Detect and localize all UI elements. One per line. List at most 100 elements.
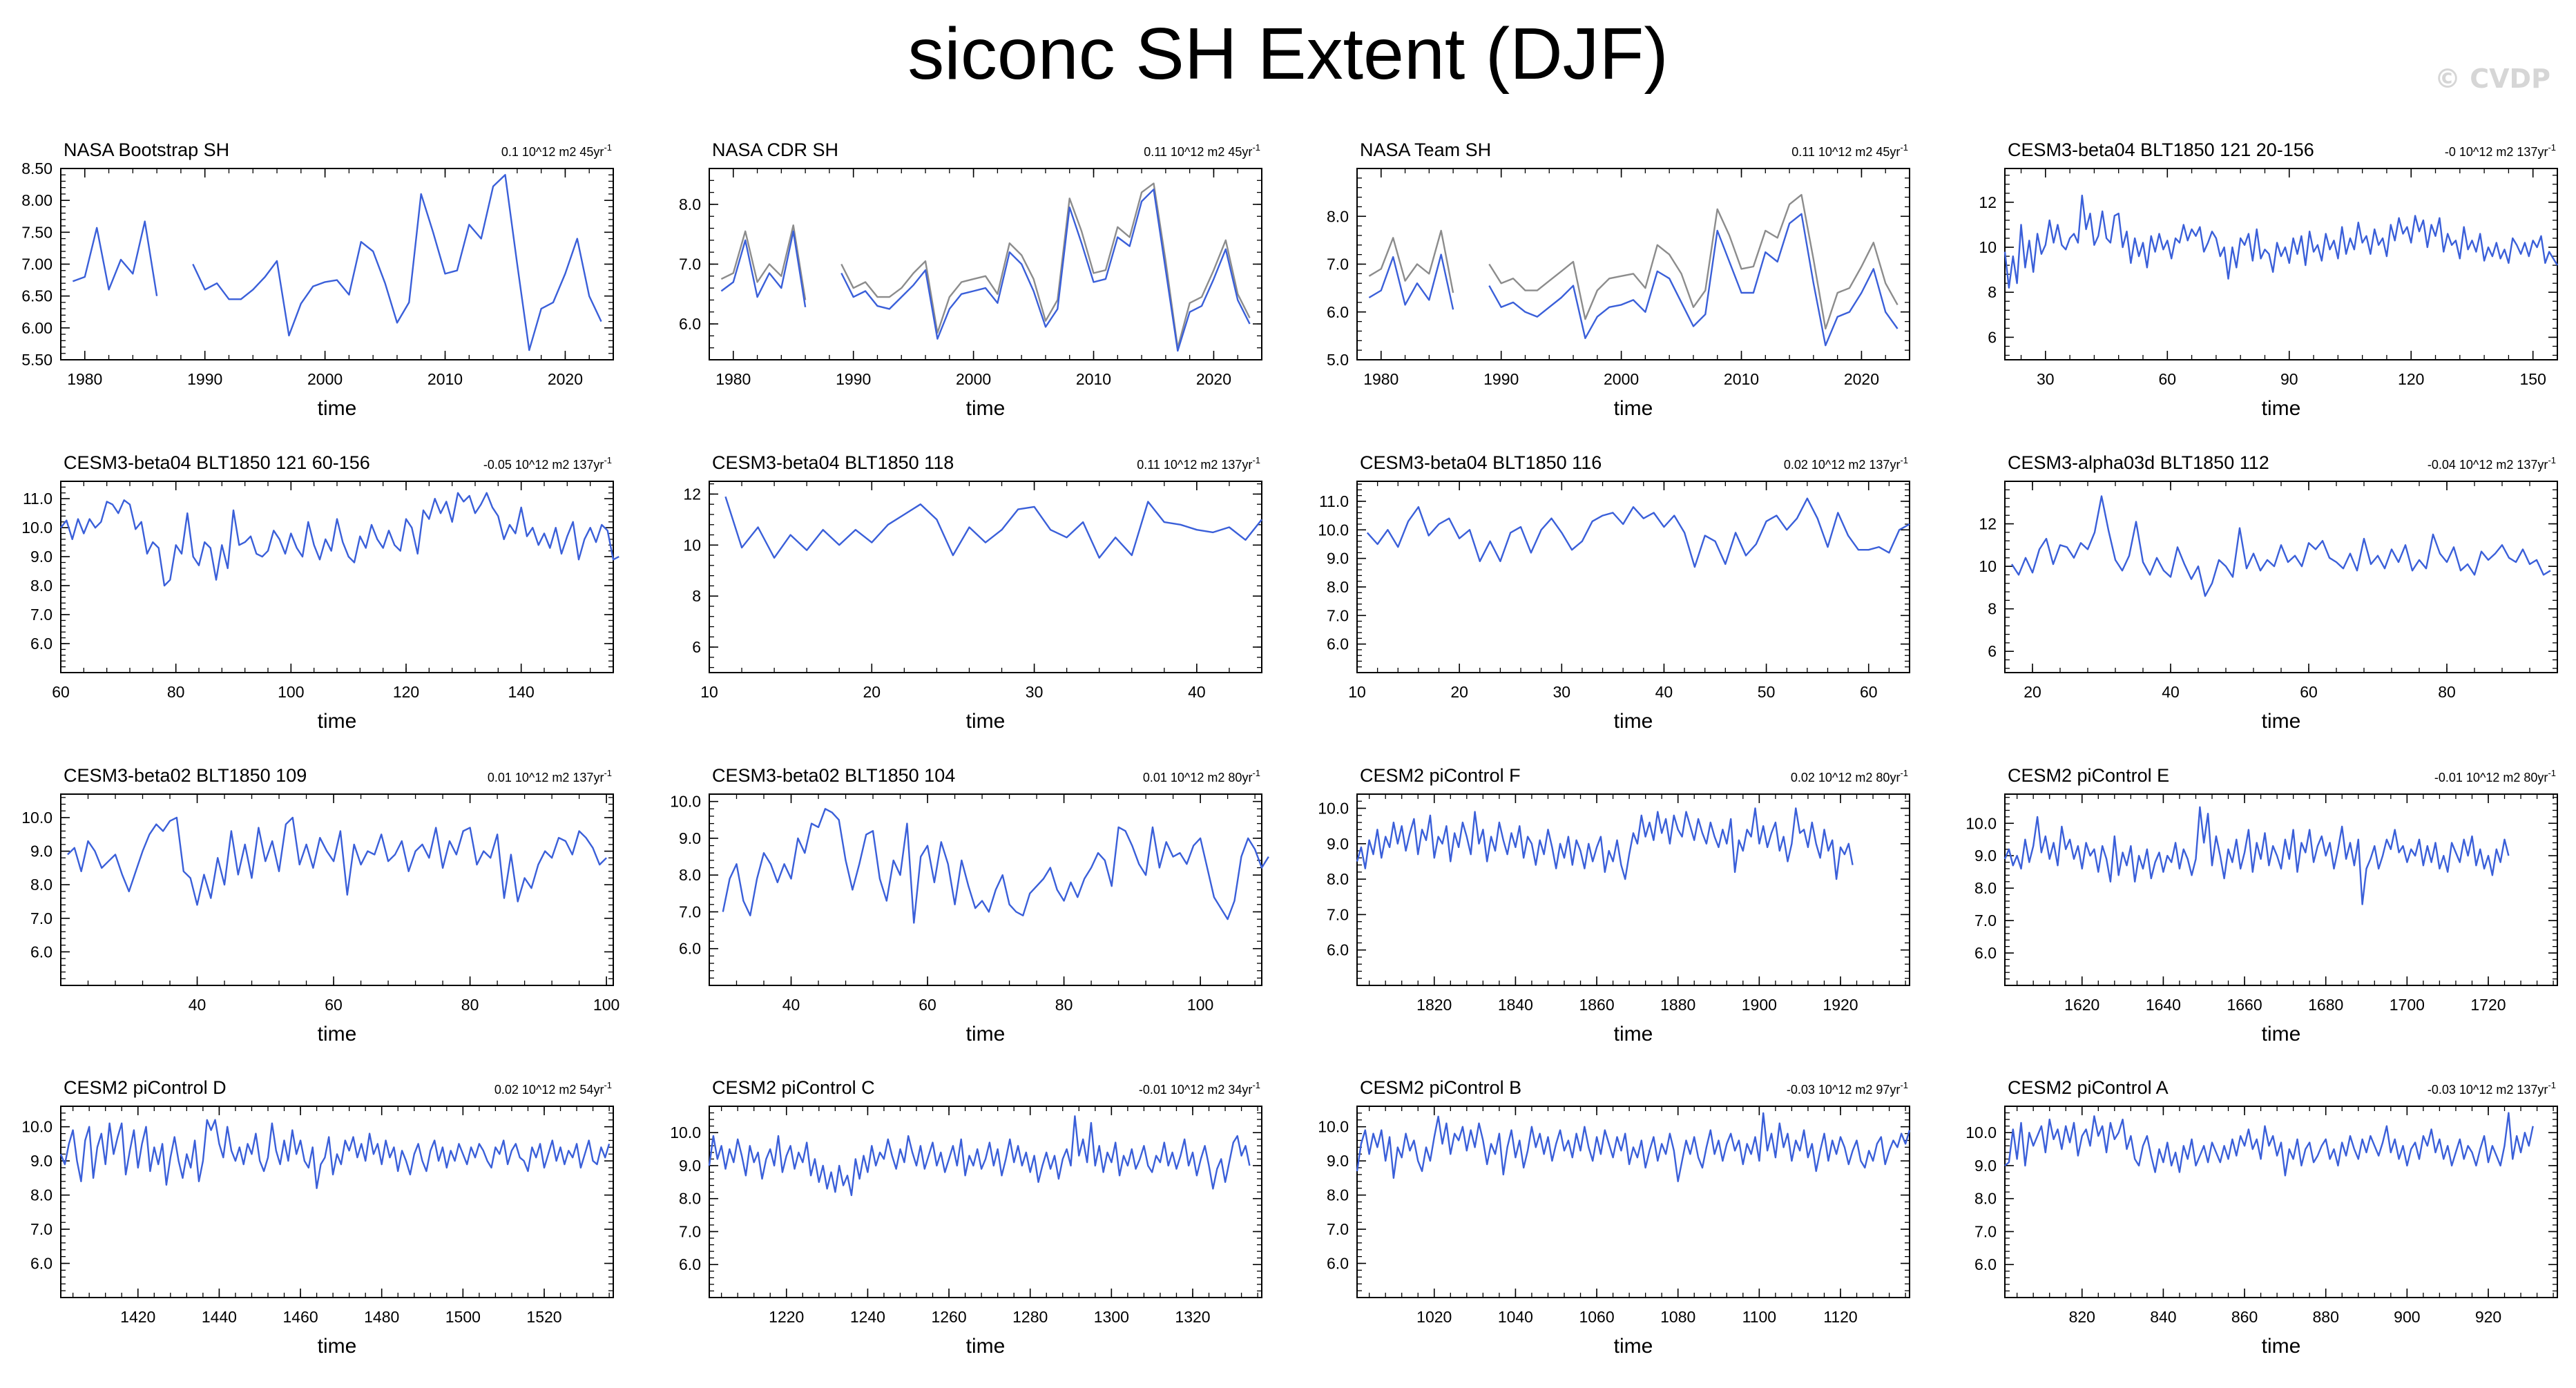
panel-title: CESM2 piControl B bbox=[1360, 1077, 1521, 1098]
x-tick-label: 1820 bbox=[1416, 996, 1452, 1014]
x-tick-label: 1440 bbox=[202, 1308, 237, 1326]
y-tick-label: 9.0 bbox=[30, 1152, 52, 1170]
y-tick-label: 8.0 bbox=[1974, 879, 1997, 897]
y-tick-label: 7.0 bbox=[679, 1222, 701, 1240]
trend-label: 0.11 10^12 m2 45yr-1 bbox=[1791, 142, 1908, 159]
y-tick-label: 10 bbox=[683, 536, 701, 554]
chart-panel: CESM3-alpha03d BLT1850 112 -0.04 10^12 m2… bbox=[1979, 452, 2558, 733]
series-line bbox=[1356, 807, 1854, 880]
x-tick-label: 1300 bbox=[1094, 1308, 1129, 1326]
x-tick-label: 1720 bbox=[2470, 996, 2506, 1014]
x-tick-label: 80 bbox=[1055, 996, 1073, 1014]
x-axis-title: time bbox=[318, 710, 357, 733]
x-tick-label: 860 bbox=[2231, 1308, 2258, 1326]
y-tick-label: 6.50 bbox=[21, 287, 52, 305]
y-tick-label: 6.0 bbox=[30, 635, 52, 653]
y-tick-label: 8 bbox=[1988, 600, 1997, 618]
y-tick-label: 7.00 bbox=[21, 256, 52, 273]
chart-panel: CESM3-beta04 BLT1850 118 0.11 10^12 m2 13… bbox=[683, 452, 1262, 733]
trend-label: -0.03 10^12 m2 97yr-1 bbox=[1787, 1080, 1908, 1097]
x-tick-label: 10 bbox=[1348, 683, 1366, 701]
x-tick-label: 60 bbox=[2300, 683, 2318, 701]
x-tick-label: 40 bbox=[1188, 683, 1206, 701]
y-tick-label: 10 bbox=[1979, 238, 1997, 256]
trend-value: 0.02 10^12 m2 54yr bbox=[494, 1083, 604, 1097]
panel-title: CESM3-beta04 BLT1850 121 60-156 bbox=[64, 452, 370, 473]
y-tick-label: 10.0 bbox=[1318, 521, 1349, 539]
series-line bbox=[59, 1119, 611, 1189]
x-tick-label: 30 bbox=[2037, 370, 2055, 388]
trend-exponent: -1 bbox=[2548, 142, 2556, 153]
x-tick-label: 40 bbox=[189, 996, 206, 1014]
chart-panel: CESM2 piControl C -0.01 10^12 m2 34yr-1 12… bbox=[670, 1077, 1262, 1358]
y-tick-label: 10.0 bbox=[670, 1124, 701, 1141]
panel-title: CESM2 piControl F bbox=[1360, 765, 1521, 786]
y-tick-label: 7.0 bbox=[30, 606, 52, 624]
x-tick-label: 100 bbox=[278, 683, 304, 701]
trend-value: -0.01 10^12 m2 34yr bbox=[1139, 1083, 1253, 1097]
plot-frame bbox=[60, 168, 614, 360]
y-tick-label: 8.0 bbox=[679, 866, 701, 884]
x-tick-label: 1060 bbox=[1579, 1308, 1614, 1326]
page-title: siconc SH Extent (DJF) bbox=[907, 13, 1669, 95]
trend-label: -0.01 10^12 m2 80yr-1 bbox=[2434, 768, 2556, 784]
plot-frame bbox=[709, 793, 1262, 986]
x-tick-label: 1280 bbox=[1012, 1308, 1048, 1326]
x-tick-label: 2010 bbox=[1076, 370, 1111, 388]
panel-title: CESM2 piControl A bbox=[2008, 1077, 2169, 1098]
y-tick-label: 7.0 bbox=[1327, 1220, 1349, 1238]
y-tick-label: 8 bbox=[692, 587, 701, 605]
trend-exponent: -1 bbox=[1900, 455, 1908, 465]
x-tick-label: 100 bbox=[593, 996, 619, 1014]
plot-frame bbox=[709, 1106, 1262, 1298]
x-axis-title: time bbox=[1614, 1335, 1653, 1358]
x-tick-label: 1900 bbox=[1742, 996, 1777, 1014]
chart-panel: CESM2 piControl F 0.02 10^12 m2 80yr-1 182… bbox=[1318, 765, 1910, 1045]
chart-panel: CESM3-beta04 BLT1850 116 0.02 10^12 m2 13… bbox=[1318, 452, 1910, 733]
y-tick-label: 6 bbox=[692, 638, 701, 656]
x-tick-label: 140 bbox=[508, 683, 534, 701]
y-tick-label: 8.0 bbox=[1327, 870, 1349, 888]
x-tick-label: 1520 bbox=[526, 1308, 561, 1326]
y-tick-label: 6.0 bbox=[1327, 303, 1349, 321]
panel-title: CESM3-beta02 BLT1850 109 bbox=[64, 765, 307, 786]
plot-frame bbox=[1356, 481, 1910, 673]
trend-exponent: -1 bbox=[2548, 455, 2556, 465]
y-tick-label: 7.0 bbox=[1327, 606, 1349, 624]
y-tick-label: 9.0 bbox=[679, 1157, 701, 1175]
chart-panel: CESM3-beta04 BLT1850 121 20-156 -0 10^12 … bbox=[1979, 139, 2559, 420]
x-tick-label: 1120 bbox=[1823, 1308, 1857, 1326]
x-axis-title: time bbox=[1614, 710, 1653, 733]
x-tick-label: 1100 bbox=[1742, 1308, 1776, 1326]
x-tick-label: 1480 bbox=[364, 1308, 399, 1326]
series-line bbox=[72, 174, 602, 351]
y-tick-label: 6.0 bbox=[679, 940, 701, 958]
trend-value: 0.01 10^12 m2 137yr bbox=[488, 771, 604, 784]
x-tick-label: 1640 bbox=[2146, 996, 2181, 1014]
trend-exponent: -1 bbox=[1900, 768, 1908, 778]
panel-title: CESM3-beta04 BLT1850 121 20-156 bbox=[2008, 139, 2314, 160]
y-tick-label: 10 bbox=[1979, 557, 1997, 575]
x-tick-label: 20 bbox=[863, 683, 881, 701]
panel-title: CESM2 piControl D bbox=[64, 1077, 227, 1098]
x-tick-label: 40 bbox=[2162, 683, 2180, 701]
trend-exponent: -1 bbox=[604, 455, 612, 465]
y-tick-label: 9.0 bbox=[30, 842, 52, 860]
x-tick-label: 1980 bbox=[67, 370, 102, 388]
y-tick-label: 7.0 bbox=[1974, 1222, 1997, 1240]
trend-label: 0.02 10^12 m2 54yr-1 bbox=[494, 1080, 612, 1097]
y-tick-label: 10.0 bbox=[1318, 1118, 1349, 1136]
y-tick-label: 10.0 bbox=[1318, 800, 1349, 818]
y-tick-label: 11.0 bbox=[1319, 492, 1349, 510]
x-tick-label: 1460 bbox=[282, 1308, 318, 1326]
x-tick-label: 1320 bbox=[1175, 1308, 1210, 1326]
x-tick-label: 150 bbox=[2520, 370, 2546, 388]
panel-title: CESM2 piControl C bbox=[712, 1077, 875, 1098]
series-line bbox=[60, 492, 619, 587]
y-tick-label: 6.0 bbox=[1327, 941, 1349, 959]
trend-value: 0.11 10^12 m2 45yr bbox=[1791, 145, 1900, 159]
trend-label: 0.11 10^12 m2 45yr-1 bbox=[1144, 142, 1260, 159]
y-tick-label: 7.0 bbox=[679, 256, 701, 273]
x-axis-title: time bbox=[1614, 1023, 1653, 1045]
panel-title: NASA Team SH bbox=[1360, 139, 1491, 160]
